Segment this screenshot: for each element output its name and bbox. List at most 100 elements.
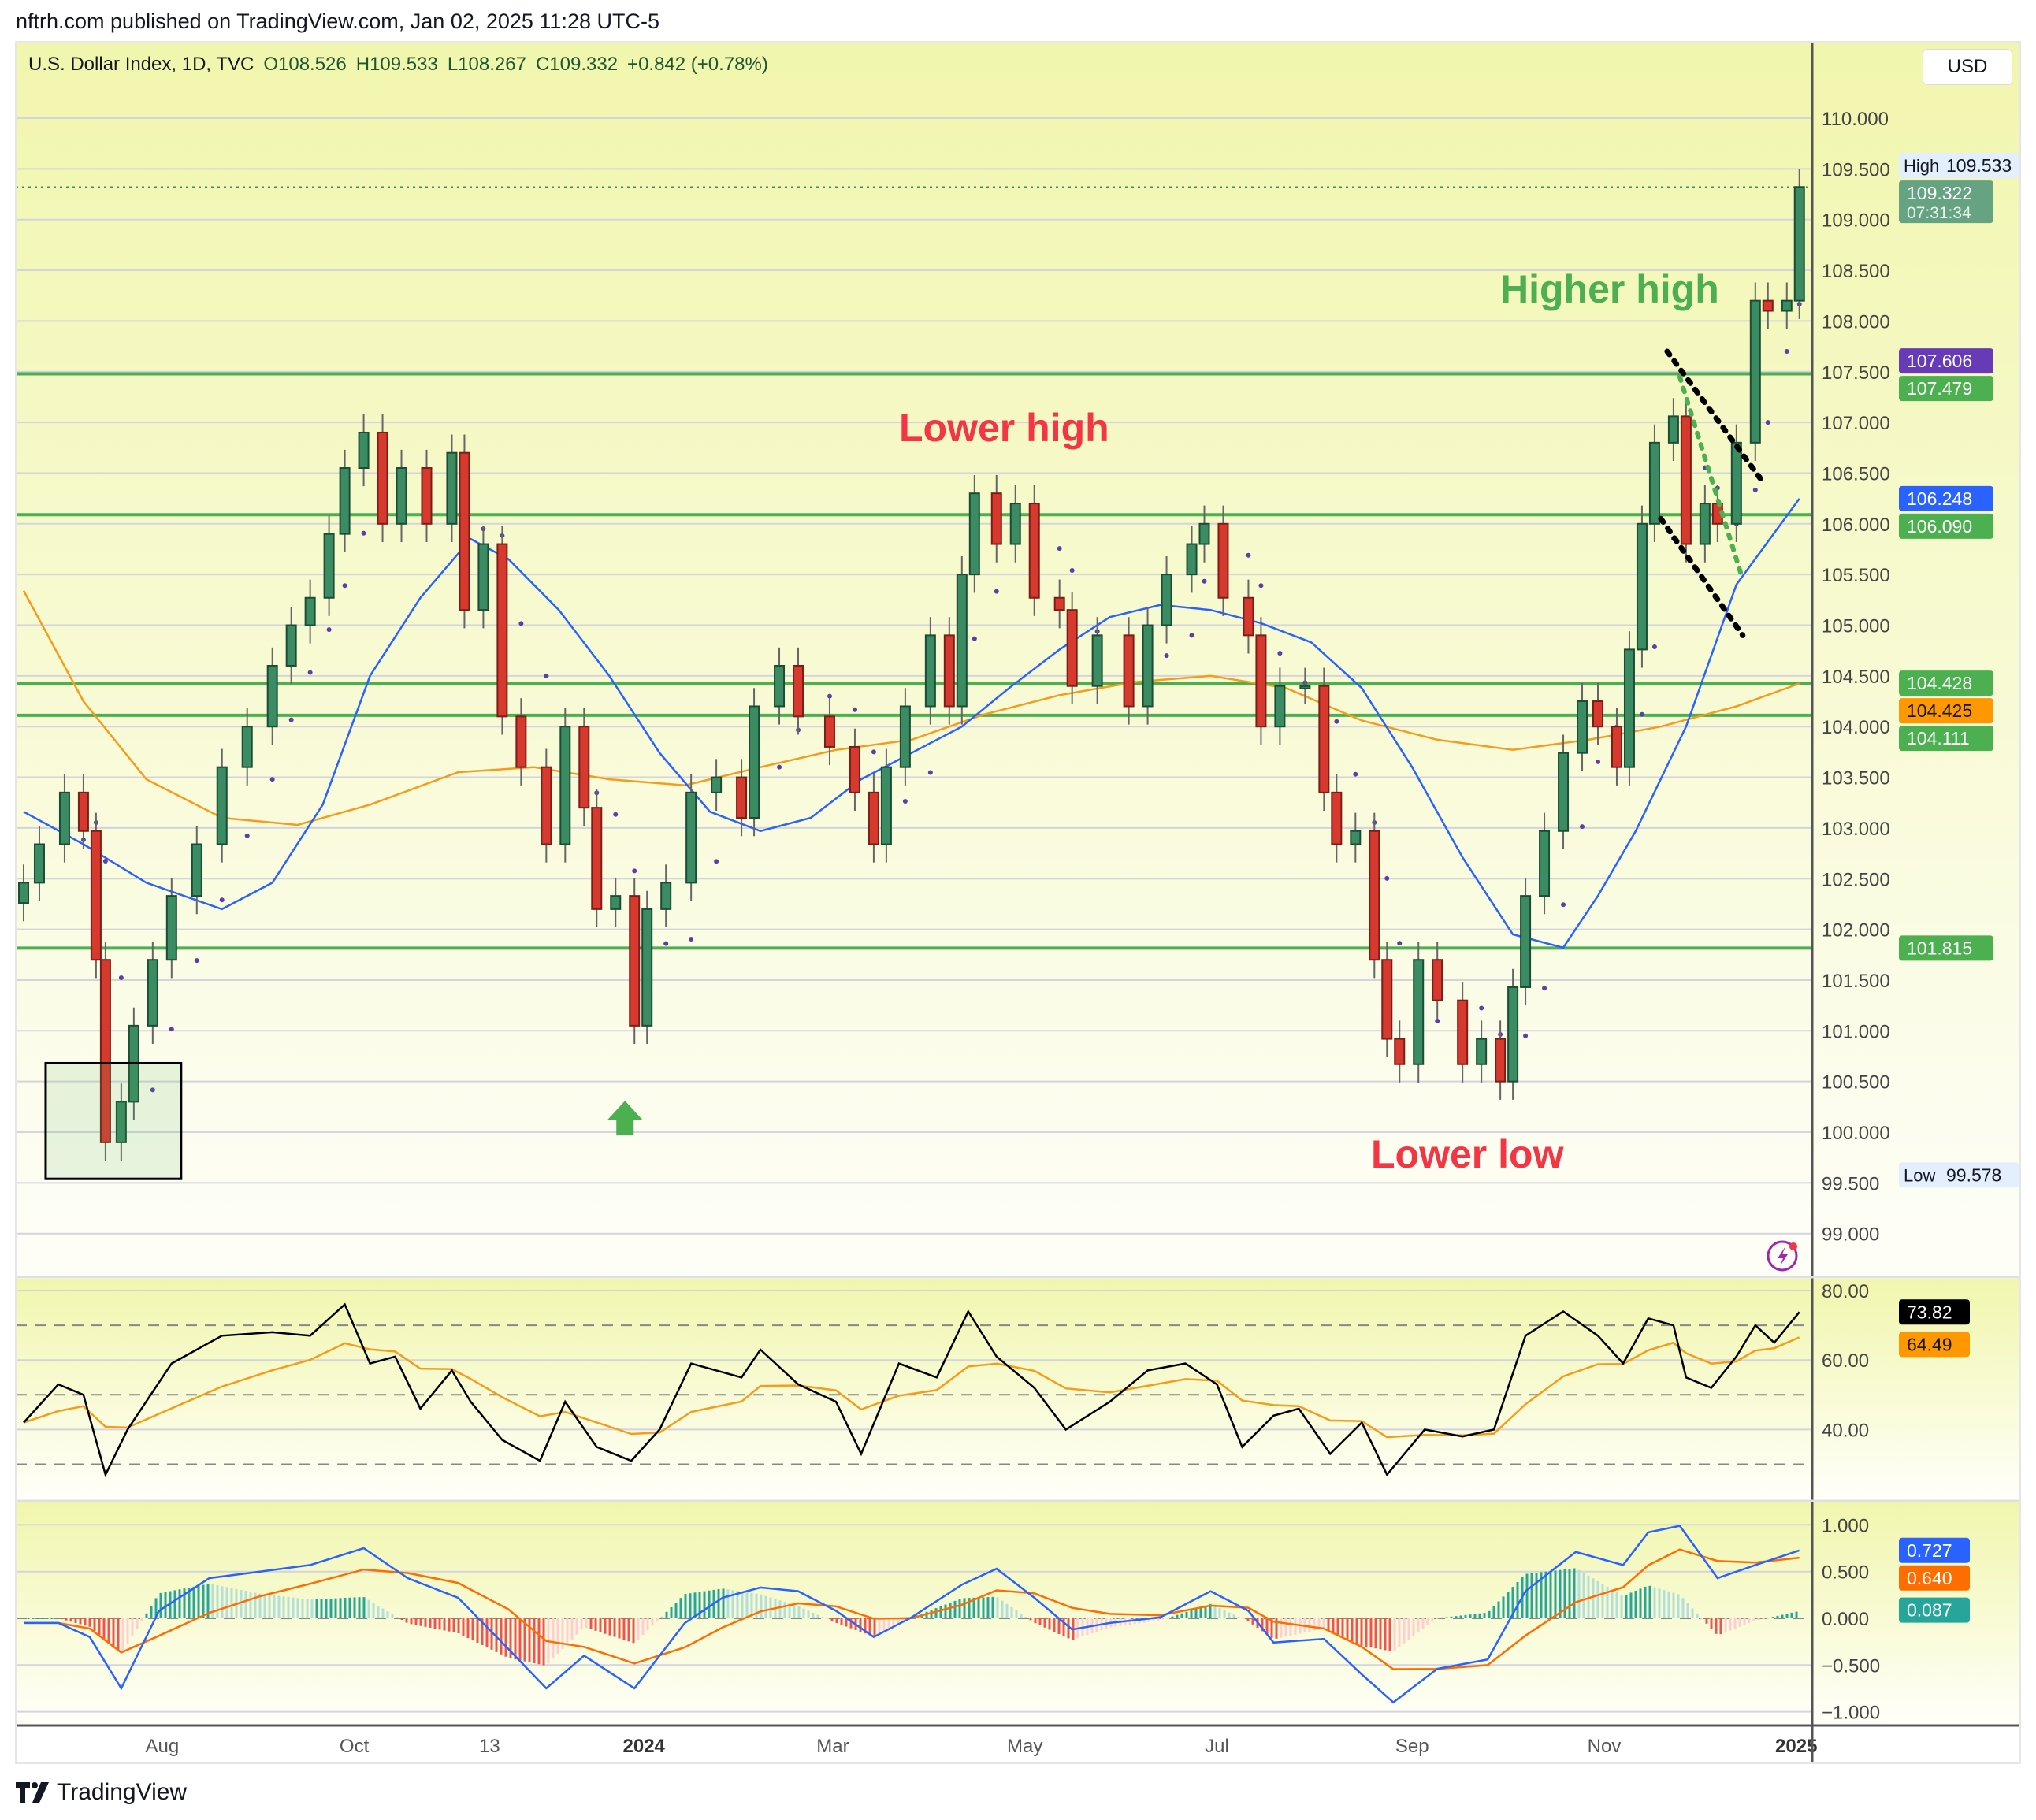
macd-histogram-bar (731, 1590, 734, 1618)
price-tick-label: 108.000 (1822, 311, 1890, 332)
macd-histogram-bar (1672, 1592, 1675, 1618)
macd-histogram-bar (339, 1598, 342, 1618)
candle (1793, 169, 1805, 319)
macd-histogram-bar (930, 1610, 933, 1618)
rsi-value-tag: 64.49 (1899, 1332, 1970, 1358)
price-tag-value: 107.606 (1907, 351, 1972, 371)
candle (33, 826, 45, 901)
macd-histogram-bar (1549, 1571, 1552, 1618)
price-tag-value: 106.248 (1907, 488, 1972, 509)
macd-histogram-bar (1634, 1590, 1637, 1618)
macd-histogram-bar (466, 1618, 470, 1639)
macd-histogram-bar (552, 1618, 555, 1659)
price-pane[interactable] (16, 42, 1812, 1276)
candle-body (1413, 959, 1425, 1065)
ma-dot (1189, 633, 1194, 638)
macd-histogram-bar (1606, 1586, 1609, 1618)
macd-histogram-bar (1426, 1618, 1429, 1626)
chart-frame (15, 41, 2021, 1764)
macd-histogram-bar (65, 1618, 68, 1621)
candle (191, 826, 202, 915)
candle-body (591, 807, 603, 910)
macd-histogram-bar (1516, 1582, 1519, 1618)
macd-histogram-bar (1261, 1618, 1264, 1632)
macd-histogram-bar (1351, 1618, 1354, 1642)
macd-histogram-bar (1691, 1608, 1694, 1618)
macd-histogram-bar (594, 1618, 597, 1631)
macd-histogram-bar (1280, 1618, 1283, 1638)
time-axis[interactable] (16, 1725, 2020, 1763)
macd-histogram-bar (1748, 1618, 1751, 1624)
candle-body (33, 843, 45, 884)
macd-histogram-bar (334, 1598, 337, 1618)
macd-histogram-bar (301, 1599, 304, 1618)
macd-pane[interactable] (16, 1502, 1812, 1725)
price-tag-value: 109.322 (1907, 183, 1972, 203)
macd-histogram-bar (1431, 1618, 1434, 1622)
candle (1066, 592, 1078, 704)
macd-histogram-bar (1029, 1618, 1032, 1621)
macd-histogram-bar (1767, 1618, 1770, 1619)
sma-200-line (22, 590, 1800, 826)
macd-histogram-bar (192, 1586, 195, 1618)
macd-histogram-bar (1644, 1586, 1647, 1618)
price-axis[interactable] (1812, 42, 2020, 1276)
macd-histogram-bar (897, 1618, 900, 1625)
macd-histogram-bar (599, 1618, 602, 1632)
candle-body (968, 492, 980, 576)
ma-dot (927, 770, 933, 775)
macd-histogram-bar (1502, 1596, 1505, 1618)
candle (823, 698, 835, 766)
candle (990, 475, 1002, 563)
open-value: O108.526 (263, 54, 347, 75)
candle (1274, 667, 1286, 745)
price-tag: High 109.533 (1899, 153, 2019, 179)
macd-histogram-bar (1771, 1617, 1774, 1618)
ma-dot (361, 530, 366, 536)
time-tick-label: Aug (145, 1736, 179, 1757)
highlight-box (44, 1061, 183, 1180)
ma-dot (1384, 875, 1390, 881)
macd-histogram-bar (1010, 1606, 1013, 1618)
candle (591, 789, 603, 928)
tradingview-logo[interactable]: TradingView (16, 1779, 187, 1806)
candle (1381, 942, 1393, 1057)
macd-histogram-bar (386, 1611, 389, 1618)
macd-histogram-bar (1757, 1618, 1760, 1621)
currency-button[interactable]: USD (1923, 49, 2012, 85)
symbol-legend[interactable]: U.S. Dollar Index, 1D, TVC O108.526 H109.5… (28, 54, 768, 76)
price-tick-label: 99.500 (1822, 1173, 1879, 1194)
macd-histogram-bar (433, 1618, 437, 1629)
macd-histogram-bar (178, 1589, 181, 1618)
candle (1198, 505, 1210, 563)
candle (1432, 942, 1443, 1019)
symbol-name: U.S. Dollar Index, 1D, TVC (28, 54, 254, 75)
macd-histogram-bar (282, 1596, 285, 1618)
lightning-icon[interactable] (1767, 1240, 1798, 1272)
macd-histogram-bar (438, 1618, 441, 1630)
macd-histogram-bar (953, 1600, 957, 1618)
macd-histogram-bar (1360, 1618, 1363, 1646)
macd-histogram-bar (306, 1599, 309, 1618)
publish-info: nftrh.com published on TradingView.com, … (16, 9, 659, 33)
rsi-tag-bg (1899, 1299, 1970, 1325)
candle-body (578, 726, 590, 809)
ma-dot (150, 1087, 155, 1093)
macd-histogram-bar (244, 1591, 247, 1618)
candle (377, 414, 388, 542)
candle-body (1520, 895, 1532, 988)
price-tag-bg (1899, 726, 1993, 752)
ma-dot (244, 833, 250, 838)
candle (1161, 555, 1172, 644)
ma-dot (1258, 583, 1264, 589)
trendline (1658, 515, 1746, 638)
candle (241, 708, 253, 786)
rsi-pane[interactable] (16, 1279, 1812, 1499)
candle (1053, 579, 1065, 629)
price-tick-label: 103.000 (1822, 819, 1890, 840)
time-tick-label: Mar (816, 1736, 849, 1757)
macd-histogram-bar (972, 1597, 975, 1618)
macd-histogram-bar (1346, 1618, 1349, 1640)
macd-histogram-bar (1048, 1618, 1051, 1630)
